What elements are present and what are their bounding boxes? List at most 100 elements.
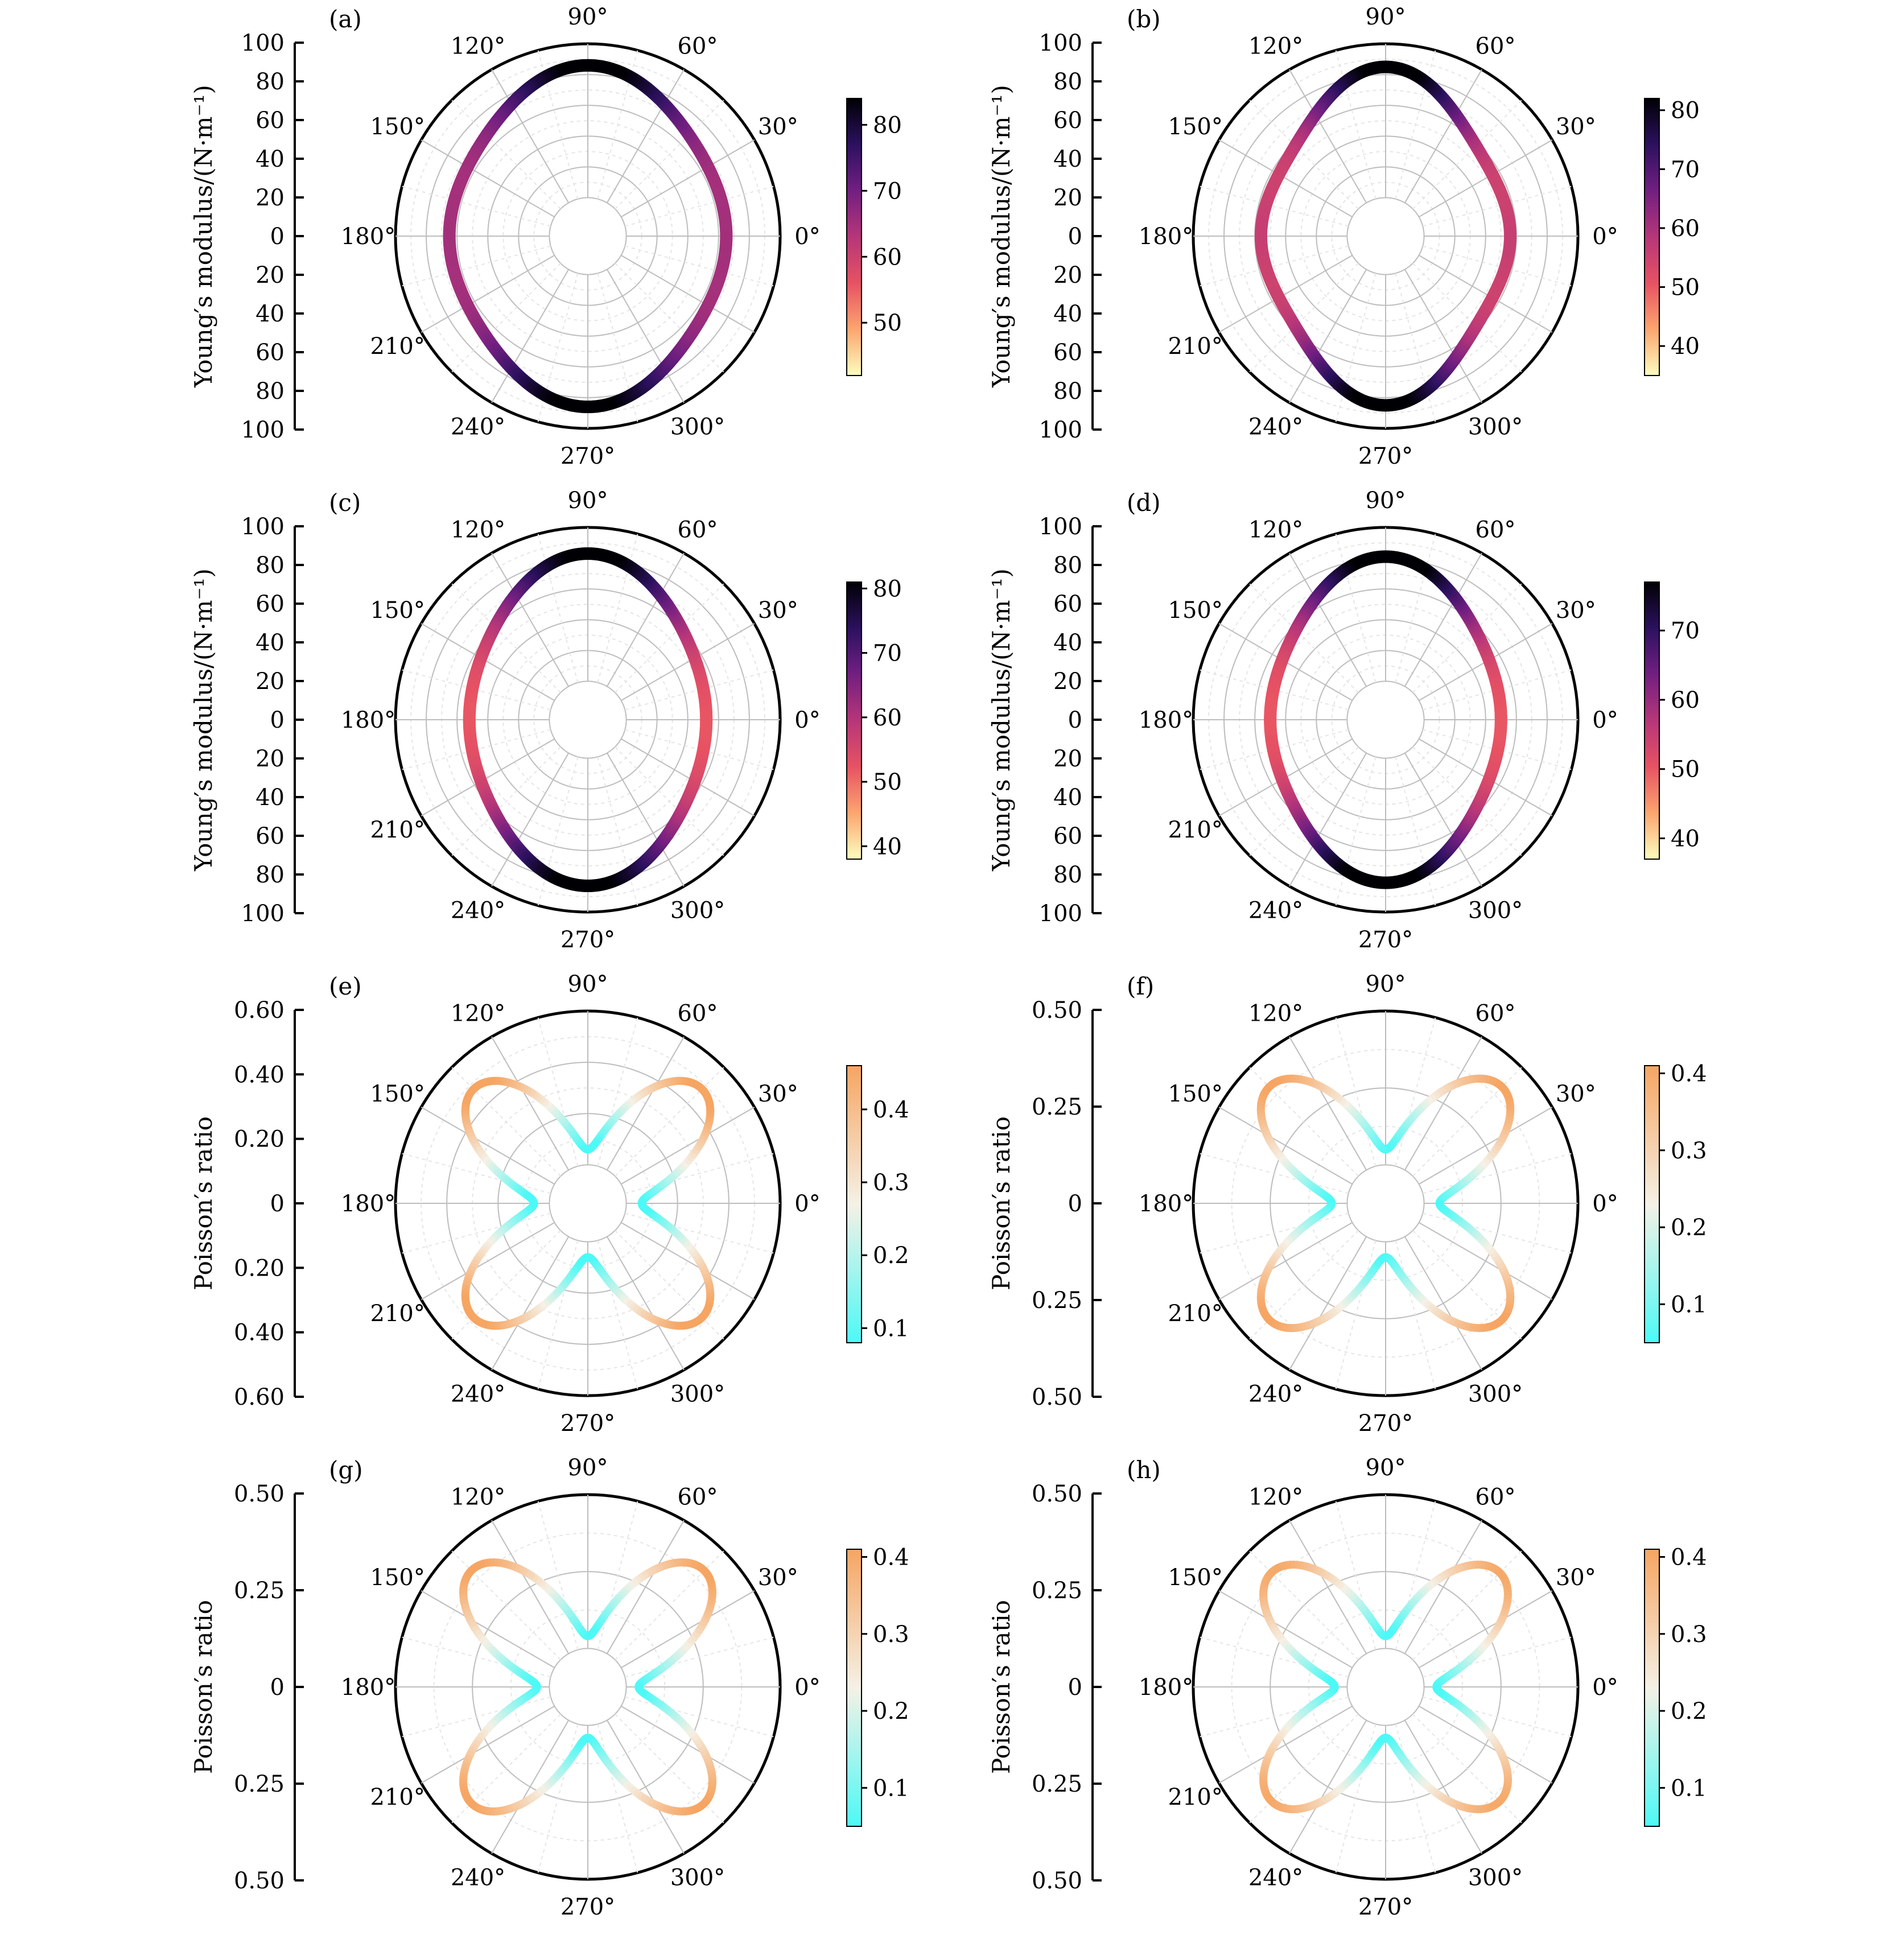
radial-tick-label: 40 bbox=[255, 146, 285, 172]
radial-tick-label: 0 bbox=[270, 1191, 285, 1217]
radial-tick-label: 80 bbox=[255, 69, 285, 95]
angle-label: 0° bbox=[794, 224, 820, 250]
spoke-major bbox=[1289, 1237, 1366, 1370]
spoke-minor bbox=[1336, 1240, 1376, 1389]
angle-label: 30° bbox=[758, 1565, 798, 1591]
angle-label: 120° bbox=[451, 517, 505, 543]
radial-tick-label: 100 bbox=[241, 514, 285, 540]
radial-tick-label: 80 bbox=[255, 552, 285, 579]
panel-label: (a) bbox=[329, 5, 362, 33]
colorbar-tick-label: 50 bbox=[873, 310, 902, 336]
spoke-minor bbox=[1200, 1154, 1349, 1194]
angle-label: 0° bbox=[794, 1674, 820, 1701]
colorbar bbox=[847, 98, 862, 376]
colorbar-tick-label: 40 bbox=[1671, 333, 1700, 360]
radial-tick-label: 0.25 bbox=[234, 1578, 285, 1604]
inner-ring bbox=[549, 1648, 626, 1725]
colorbar-tick-label: 70 bbox=[873, 641, 902, 667]
radial-tick-label: 0.25 bbox=[1032, 1094, 1082, 1120]
spoke-major bbox=[621, 1706, 755, 1783]
spoke-major bbox=[621, 1591, 755, 1668]
radial-tick-label: 0.25 bbox=[1032, 1288, 1082, 1314]
panel-h: 0°30°60°90°120°150°180°210°240°270°300°0… bbox=[987, 1455, 1707, 1920]
axis-ylabel: Poisson′s ratio bbox=[987, 1116, 1015, 1290]
colorbar-tick-label: 0.4 bbox=[873, 1097, 909, 1123]
spoke-major bbox=[607, 1520, 684, 1653]
angle-label: 240° bbox=[1248, 1864, 1303, 1891]
panel-label: (f) bbox=[1127, 972, 1154, 1000]
colorbar bbox=[847, 1066, 862, 1343]
spoke-major bbox=[1419, 1706, 1552, 1783]
panel-label: (c) bbox=[329, 489, 361, 517]
spoke-major bbox=[1289, 1520, 1366, 1653]
spoke-minor bbox=[625, 187, 773, 226]
angle-label: 90° bbox=[1366, 4, 1406, 30]
spoke-minor bbox=[538, 1240, 578, 1389]
radial-tick-label: 100 bbox=[1039, 514, 1082, 540]
angle-label: 180° bbox=[1139, 1191, 1193, 1217]
radial-tick-label: 40 bbox=[255, 301, 285, 327]
spoke-major bbox=[1219, 1223, 1352, 1299]
angle-label: 270° bbox=[1358, 1894, 1413, 1920]
colorbar-tick-label: 50 bbox=[873, 769, 902, 795]
radial-tick-label: 20 bbox=[1053, 746, 1082, 772]
angle-label: 240° bbox=[1248, 1381, 1303, 1407]
panel-d: 0°30°60°90°120°150°180°210°240°270°300°1… bbox=[987, 488, 1700, 953]
angle-label: 30° bbox=[758, 597, 798, 624]
colorbar-tick-label: 0.2 bbox=[873, 1698, 909, 1724]
colorbar-tick-label: 0.1 bbox=[873, 1315, 909, 1342]
colorbar-tick-label: 40 bbox=[873, 834, 902, 860]
angle-label: 120° bbox=[1248, 517, 1303, 543]
angle-label: 90° bbox=[568, 1455, 608, 1481]
radial-tick-label: 100 bbox=[241, 901, 285, 927]
spoke-major bbox=[621, 1223, 755, 1299]
angle-label: 180° bbox=[341, 1191, 395, 1217]
radial-tick-label: 80 bbox=[255, 378, 285, 405]
colorbar-tick-label: 0.2 bbox=[1671, 1215, 1707, 1241]
radial-tick-label: 0 bbox=[270, 1674, 285, 1701]
spoke-major bbox=[492, 1037, 568, 1170]
angle-label: 180° bbox=[341, 224, 395, 250]
spoke-major bbox=[421, 1223, 554, 1299]
radial-tick-label: 0 bbox=[1068, 1674, 1082, 1701]
angle-label: 0° bbox=[1592, 1674, 1618, 1701]
angle-label: 210° bbox=[370, 1784, 425, 1810]
spoke-major bbox=[607, 1037, 684, 1170]
radial-tick-label: 20 bbox=[255, 669, 285, 695]
angle-label: 180° bbox=[341, 1674, 395, 1701]
angle-label: 0° bbox=[1592, 707, 1618, 733]
angle-label: 270° bbox=[1358, 443, 1413, 469]
colorbar-tick-label: 60 bbox=[1671, 687, 1700, 713]
panel-c: 0°30°60°90°120°150°180°210°240°270°300°1… bbox=[189, 488, 902, 953]
angle-label: 270° bbox=[1358, 1410, 1413, 1437]
spoke-minor bbox=[1423, 1637, 1571, 1677]
inner-ring bbox=[1347, 197, 1424, 274]
angle-label: 210° bbox=[1168, 817, 1223, 843]
radial-tick-label: 100 bbox=[1039, 901, 1082, 927]
radial-tick-label: 0.60 bbox=[234, 1384, 285, 1410]
radial-tick-label: 60 bbox=[1053, 823, 1082, 849]
spoke-minor bbox=[1200, 1637, 1349, 1677]
radial-tick-label: 0.25 bbox=[234, 1771, 285, 1797]
inner-ring bbox=[549, 1165, 626, 1241]
radial-tick-label: 0 bbox=[1068, 707, 1082, 733]
inner-ring bbox=[1347, 1648, 1424, 1725]
spoke-major bbox=[421, 1591, 554, 1668]
panel-label: (g) bbox=[329, 1456, 363, 1484]
radial-tick-label: 60 bbox=[1053, 108, 1082, 134]
angle-label: 30° bbox=[758, 1081, 798, 1107]
axis-ylabel: Poisson′s ratio bbox=[189, 1116, 217, 1290]
angle-label: 90° bbox=[568, 4, 608, 30]
colorbar-tick-label: 70 bbox=[1671, 156, 1700, 183]
spoke-minor bbox=[1250, 747, 1358, 856]
spoke-minor bbox=[597, 1240, 637, 1389]
angle-label: 30° bbox=[1556, 597, 1596, 624]
radial-tick-label: 0.25 bbox=[1032, 1578, 1082, 1604]
spoke-minor bbox=[1336, 1724, 1376, 1872]
angle-label: 210° bbox=[370, 817, 425, 843]
spoke-major bbox=[492, 1520, 568, 1653]
angle-label: 180° bbox=[1139, 707, 1193, 733]
angle-label: 240° bbox=[1248, 897, 1303, 923]
radial-tick-label: 20 bbox=[1053, 262, 1082, 288]
angle-label: 120° bbox=[1248, 1484, 1303, 1511]
